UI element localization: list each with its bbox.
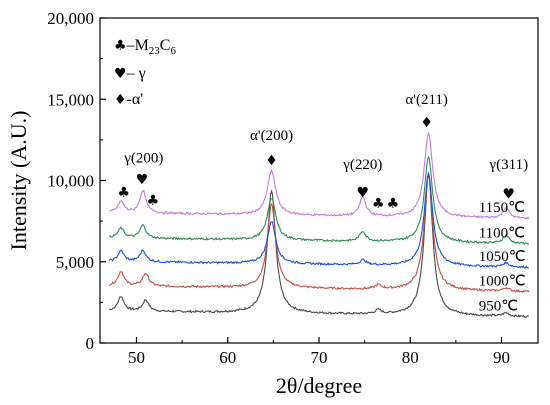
- diamond-marker: ♦: [420, 115, 433, 131]
- x-tick-label: 50: [128, 348, 145, 367]
- x-tick-label: 60: [219, 348, 236, 367]
- heart-marker: ♥: [503, 186, 516, 202]
- series-label: 1050℃: [479, 249, 526, 265]
- y-axis-ticks: 0 5,000 10,000 15,000 20,000: [47, 9, 106, 353]
- club-marker: ♣: [372, 196, 385, 212]
- peak-annotation: γ(200): [123, 151, 163, 167]
- x-tick-label: 90: [493, 348, 510, 367]
- series-line: [108, 174, 530, 319]
- club-marker: ♣: [387, 196, 400, 212]
- series-line: [108, 155, 530, 245]
- heart-marker: ♥: [136, 172, 149, 188]
- legend-entry: ♣–M23C6: [114, 37, 176, 57]
- series-line: [109, 131, 530, 220]
- series-label: 950℃: [479, 299, 518, 315]
- y-tick-label: 15,000: [47, 90, 94, 109]
- club-marker: ♣: [117, 185, 130, 201]
- x-tick-label: 70: [311, 348, 328, 367]
- legend-entry: ♥– γ: [114, 65, 146, 82]
- diamond-marker: ♦: [265, 153, 278, 169]
- club-marker: ♣: [147, 193, 160, 209]
- series-label: 1100℃: [479, 225, 525, 241]
- y-tick-label: 5,000: [56, 253, 94, 272]
- series-line: [108, 172, 530, 293]
- peak-markers: ♣♥♣♦♥♣ ♣♦♥: [117, 115, 515, 212]
- series-label: 1150℃: [479, 200, 525, 216]
- peak-annotation: γ(311): [489, 157, 529, 173]
- plot-frame: [99, 17, 539, 344]
- peak-annotation: α'(200): [250, 128, 293, 144]
- legend: ♣–M23C6 ♥– γ ♦-α': [114, 37, 176, 108]
- series-line: [108, 171, 529, 269]
- x-axis-title: 2θ/degree: [276, 373, 362, 398]
- peak-annotation: α'(211): [405, 92, 448, 108]
- legend-entry: ♦-α': [114, 91, 143, 108]
- y-tick-label: 10,000: [47, 172, 94, 191]
- y-tick-label: 20,000: [47, 9, 94, 28]
- temperature-labels: 950℃ 1000℃ 1050℃ 1100℃ 1150℃: [479, 200, 526, 314]
- x-tick-label: 80: [402, 348, 419, 367]
- heart-marker: ♥: [357, 185, 370, 201]
- y-tick-label: 0: [86, 334, 95, 353]
- x-axis-ticks: 50 60 70 80 90: [128, 337, 510, 367]
- series-layer: [108, 131, 530, 319]
- y-axis-title: Intensity (A.U.): [6, 111, 31, 251]
- series-label: 1000℃: [479, 273, 526, 289]
- peak-annotation: γ(220): [342, 157, 382, 173]
- peak-annotations: γ(200) α'(200) γ(220) α'(211) γ(311): [123, 92, 528, 173]
